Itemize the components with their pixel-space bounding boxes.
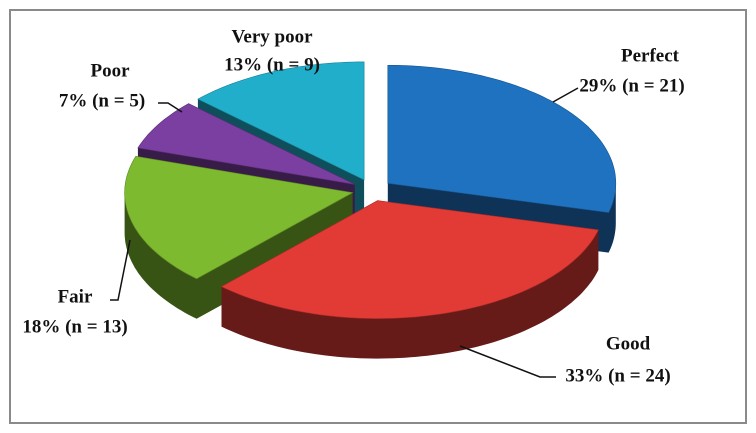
slice-value-label: 13% (n = 9) (224, 54, 320, 75)
leader-line (459, 345, 556, 378)
slice-top (124, 155, 354, 280)
leader-line (158, 102, 183, 113)
slice-value-label: 7% (n = 5) (59, 90, 145, 111)
slice-value-label: 18% (n = 13) (22, 316, 127, 337)
slice-top (387, 65, 617, 213)
slice-top (137, 103, 355, 185)
slice-name: Good (606, 333, 651, 354)
slice-top (197, 61, 365, 181)
slice-name: Perfect (621, 45, 680, 66)
slice-name: Poor (90, 60, 130, 81)
slice-name: Very poor (231, 26, 313, 47)
leader-line (110, 239, 131, 301)
slice-top (220, 200, 599, 319)
leader-line (552, 87, 579, 103)
slice-name: Fair (58, 286, 93, 307)
slice-value-label: 29% (n = 21) (579, 75, 684, 96)
slice-value-label: 33% (n = 24) (565, 365, 670, 386)
